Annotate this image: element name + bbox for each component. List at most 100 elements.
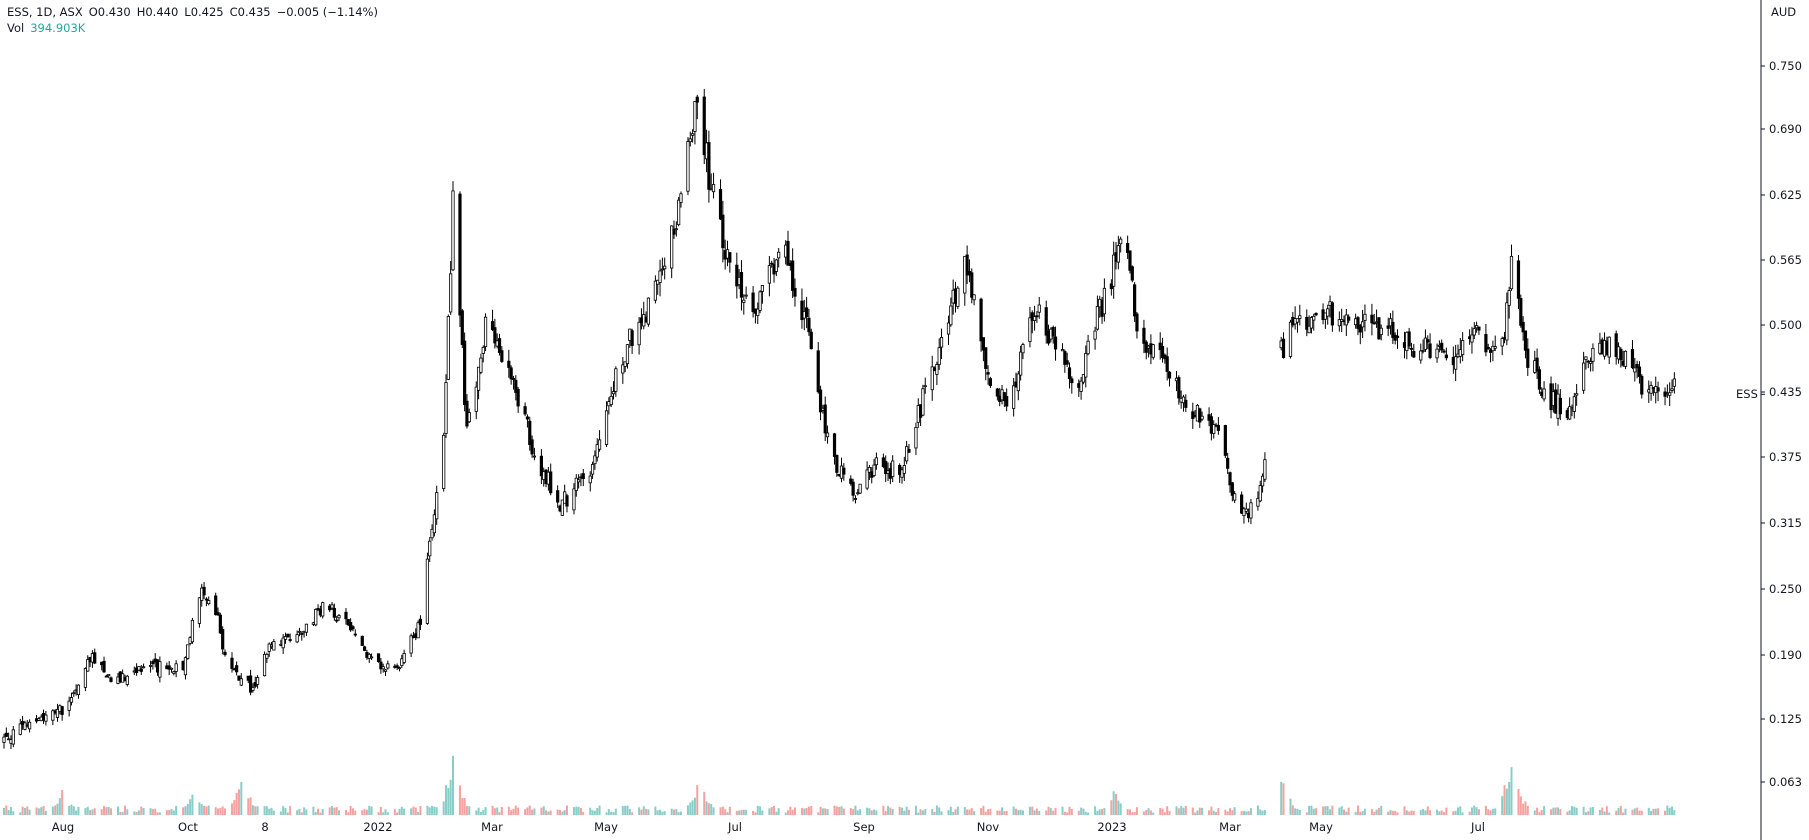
volume-bar bbox=[789, 806, 792, 815]
volume-bar bbox=[1175, 806, 1178, 815]
volume-bar bbox=[400, 806, 403, 815]
currency-label: AUD bbox=[1771, 5, 1796, 19]
candle-body bbox=[1386, 325, 1390, 329]
volume-bar bbox=[384, 809, 387, 815]
volume-bar bbox=[1396, 812, 1399, 815]
candle-body bbox=[728, 252, 732, 263]
candle-body bbox=[1249, 502, 1253, 519]
volume-bar bbox=[1191, 807, 1194, 815]
volume-bar bbox=[838, 806, 841, 815]
candle-body bbox=[1079, 380, 1083, 392]
volume-bar bbox=[1149, 810, 1152, 815]
volume-bar bbox=[1087, 812, 1090, 815]
candle-body bbox=[923, 385, 927, 388]
volume-bar bbox=[621, 805, 624, 815]
volume-bar bbox=[56, 803, 59, 815]
candle-body bbox=[221, 629, 225, 650]
volume-bar bbox=[1375, 809, 1378, 815]
volume-bar bbox=[1115, 793, 1118, 815]
volume-bar bbox=[756, 805, 759, 815]
candle-body bbox=[597, 439, 602, 450]
candle-body bbox=[511, 377, 516, 380]
volume-bar bbox=[670, 808, 673, 815]
volume-bar bbox=[84, 808, 87, 815]
candle-body bbox=[272, 641, 276, 651]
price-tick-label: 0.125 bbox=[1769, 712, 1802, 726]
candle-body bbox=[4, 732, 8, 737]
volume-bar bbox=[842, 808, 845, 815]
candle-body bbox=[137, 666, 141, 671]
volume-bar bbox=[1245, 811, 1248, 815]
volume-bar bbox=[414, 807, 417, 815]
price-axis[interactable]: 0.750 0.690 0.625 0.565 0.500 0.435 0.375 0.315… bbox=[1760, 0, 1802, 840]
volume-bar bbox=[952, 812, 955, 815]
candle-body bbox=[937, 347, 941, 365]
volume-bar bbox=[77, 806, 80, 815]
candle-body bbox=[902, 465, 906, 474]
volume-bar bbox=[186, 803, 189, 815]
time-tick-label: Mar bbox=[481, 820, 503, 834]
volume-bar bbox=[533, 808, 536, 815]
volume-bar bbox=[1608, 812, 1611, 815]
volume-bar bbox=[477, 807, 480, 815]
volume-bar bbox=[347, 812, 350, 815]
candle-body bbox=[425, 558, 430, 624]
chart-legend: ESS, 1D, ASX O0.430 H0.440 L0.425 C0.435… bbox=[7, 4, 378, 36]
volume-bar bbox=[268, 808, 271, 815]
candle-body bbox=[921, 388, 925, 416]
candle-body bbox=[611, 391, 616, 395]
volume-bar bbox=[1066, 812, 1069, 815]
volume-bar bbox=[363, 809, 366, 815]
candle-body bbox=[791, 260, 795, 291]
volume-bar bbox=[1624, 808, 1627, 815]
volume-bar bbox=[1182, 807, 1185, 815]
volume-bar bbox=[1163, 812, 1166, 815]
volume-bar bbox=[1310, 805, 1313, 815]
volume-bar bbox=[689, 802, 692, 815]
volume-bar bbox=[1345, 811, 1348, 815]
time-axis[interactable]: Aug Oct 8 2022 Mar May Jul Sep Nov 2023 Mar May Jul bbox=[52, 820, 1485, 834]
volume-bar bbox=[1533, 810, 1536, 815]
volume-bar bbox=[184, 806, 187, 815]
volume-bar bbox=[1305, 812, 1308, 815]
candle-body bbox=[907, 448, 911, 453]
volume-bar bbox=[1522, 803, 1525, 815]
volume-bar bbox=[647, 809, 650, 815]
candle-body bbox=[104, 675, 108, 678]
candle-body bbox=[1063, 351, 1067, 365]
candle-body bbox=[1298, 315, 1302, 319]
candle-body bbox=[1258, 485, 1262, 502]
volume-bar bbox=[1452, 811, 1455, 815]
candle-body bbox=[1370, 314, 1374, 324]
candle-body bbox=[560, 499, 564, 516]
candle-body bbox=[248, 675, 253, 693]
candle-body bbox=[979, 298, 983, 342]
volume-bar bbox=[314, 812, 317, 815]
candle-body bbox=[679, 193, 683, 203]
volume-bar bbox=[205, 806, 208, 815]
candle-body bbox=[1568, 406, 1572, 420]
volume-bar bbox=[924, 808, 927, 815]
volume-bar bbox=[852, 809, 855, 815]
legend-symbol: ESS, 1D, ASX bbox=[7, 5, 83, 19]
volume-bar bbox=[1640, 810, 1643, 815]
volume-bar bbox=[640, 809, 643, 815]
volume-bar bbox=[1240, 811, 1243, 815]
volume-bar bbox=[691, 800, 694, 815]
volume-bar bbox=[673, 809, 675, 815]
candle-body bbox=[805, 307, 809, 317]
candle-body bbox=[1126, 243, 1130, 253]
volume-bar bbox=[610, 811, 613, 815]
volume-bar bbox=[1045, 810, 1048, 815]
volume-bar bbox=[75, 810, 78, 815]
candle-body bbox=[1223, 425, 1227, 456]
volume-bar bbox=[712, 807, 715, 815]
volume-bar bbox=[433, 806, 436, 815]
candle-body bbox=[832, 433, 837, 457]
volume-bar bbox=[442, 801, 445, 815]
candle-body bbox=[409, 635, 413, 654]
volume-bar bbox=[1226, 811, 1229, 815]
candle-body bbox=[674, 228, 678, 231]
volume-bar bbox=[1259, 809, 1262, 815]
